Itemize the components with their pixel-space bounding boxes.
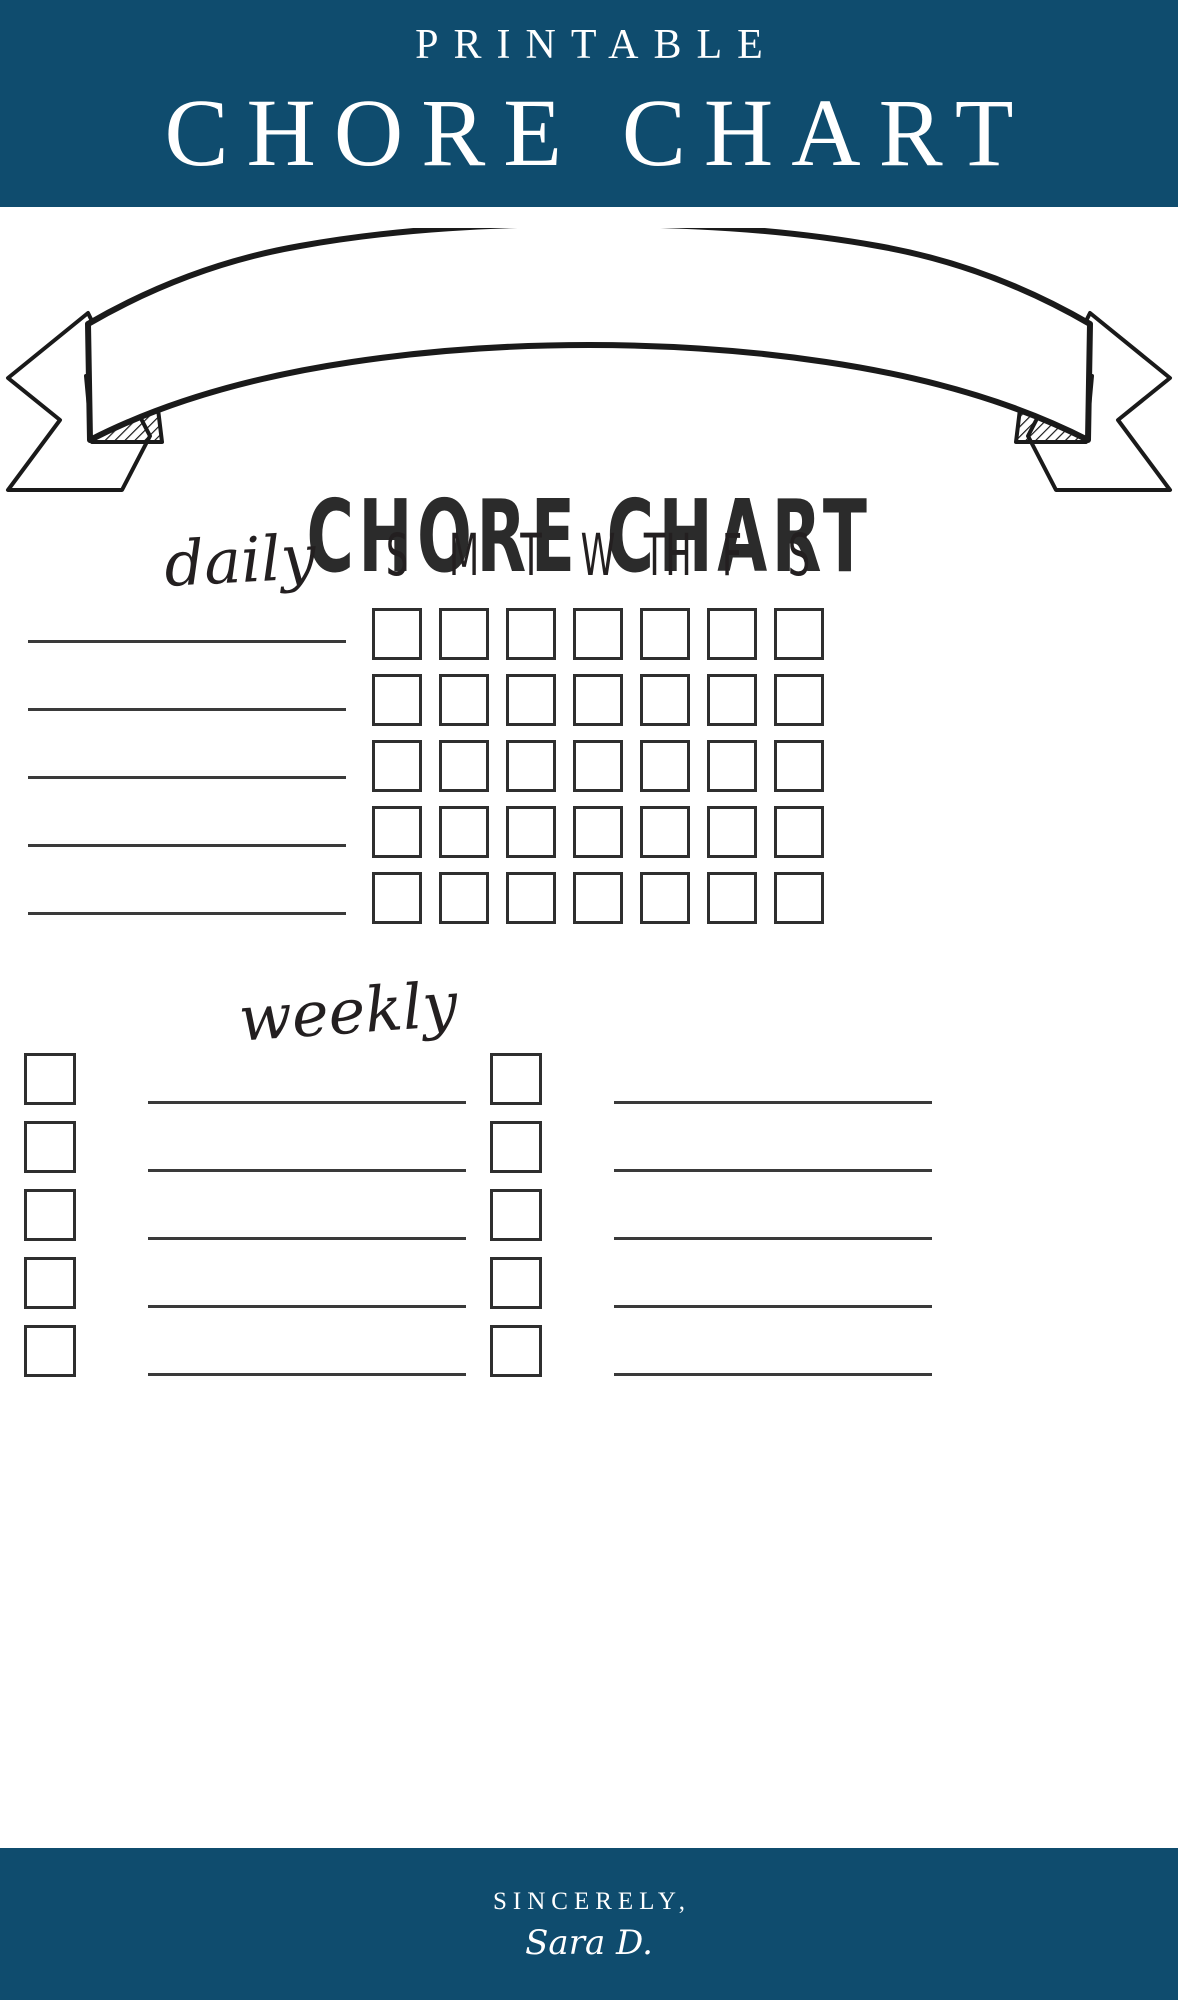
- ribbon-banner: [0, 228, 1178, 518]
- weekly-row: [24, 1257, 584, 1319]
- daily-checkbox[interactable]: [774, 806, 824, 858]
- weekly-checkbox[interactable]: [490, 1121, 542, 1173]
- weekly-row: [490, 1257, 1050, 1319]
- weekly-line[interactable]: [148, 1237, 466, 1240]
- daily-line[interactable]: [28, 844, 346, 847]
- weekly-row: [490, 1053, 1050, 1115]
- weekly-checkbox[interactable]: [24, 1325, 76, 1377]
- weekly-checkbox[interactable]: [490, 1325, 542, 1377]
- weekly-line[interactable]: [148, 1373, 466, 1376]
- daily-checkbox[interactable]: [573, 674, 623, 726]
- weekly-column-right: [490, 1053, 1050, 1383]
- daily-checkbox[interactable]: [439, 608, 489, 660]
- daily-checkbox[interactable]: [372, 806, 422, 858]
- weekly-row: [24, 1325, 584, 1387]
- daily-checkbox[interactable]: [774, 608, 824, 660]
- weekly-column-left: [24, 1053, 584, 1383]
- daily-write-lines: [28, 640, 346, 950]
- header-kicker: PRINTABLE: [415, 22, 778, 69]
- weekly-line[interactable]: [614, 1237, 932, 1240]
- daily-checkbox[interactable]: [707, 740, 757, 792]
- daily-checkbox[interactable]: [707, 806, 757, 858]
- daily-section-label: daily: [162, 520, 318, 601]
- daily-checkbox[interactable]: [372, 608, 422, 660]
- footer-band: SINCERELY, Sara D.: [0, 1848, 1178, 2000]
- daily-checkbox[interactable]: [640, 674, 690, 726]
- footer-signature: Sara D.: [525, 1922, 653, 1963]
- ribbon-main-band: [85, 228, 1093, 443]
- daily-line[interactable]: [28, 708, 346, 711]
- weekly-row: [24, 1121, 584, 1183]
- weekly-section-label: weekly: [236, 967, 460, 1056]
- weekly-line[interactable]: [614, 1373, 932, 1376]
- weekly-checkbox[interactable]: [24, 1257, 76, 1309]
- day-header-monday: M: [448, 521, 480, 589]
- daily-checkbox[interactable]: [640, 608, 690, 660]
- weekly-row: [24, 1189, 584, 1251]
- weekly-checkbox[interactable]: [490, 1257, 542, 1309]
- day-header-thursday: TH: [643, 521, 692, 589]
- weekly-line[interactable]: [614, 1305, 932, 1308]
- daily-checkbox[interactable]: [506, 608, 556, 660]
- daily-checkbox[interactable]: [506, 674, 556, 726]
- daily-checkbox[interactable]: [640, 872, 690, 924]
- daily-checkbox[interactable]: [573, 872, 623, 924]
- day-header-tuesday: T: [520, 521, 542, 589]
- daily-checkbox[interactable]: [774, 674, 824, 726]
- daily-checkbox[interactable]: [774, 740, 824, 792]
- daily-checkbox[interactable]: [640, 806, 690, 858]
- weekly-checkbox[interactable]: [24, 1189, 76, 1241]
- day-header-friday: F: [721, 521, 743, 589]
- day-header-sunday: S: [385, 521, 409, 589]
- daily-line[interactable]: [28, 640, 346, 643]
- daily-checkbox[interactable]: [707, 674, 757, 726]
- weekly-line[interactable]: [148, 1169, 466, 1172]
- daily-checkbox-grid: [372, 608, 824, 924]
- daily-checkbox[interactable]: [439, 806, 489, 858]
- day-header-wednesday: W: [580, 521, 616, 589]
- header-band: PRINTABLE CHORE CHART: [0, 0, 1178, 207]
- daily-checkbox[interactable]: [372, 674, 422, 726]
- ribbon-banner-svg: [6, 228, 1172, 492]
- daily-checkbox[interactable]: [372, 872, 422, 924]
- daily-checkbox[interactable]: [707, 608, 757, 660]
- weekly-row: [24, 1053, 584, 1115]
- weekly-checkbox[interactable]: [24, 1121, 76, 1173]
- daily-checkbox[interactable]: [439, 740, 489, 792]
- footer-kicker: SINCERELY,: [492, 1887, 692, 1915]
- daily-checkbox[interactable]: [372, 740, 422, 792]
- daily-checkbox[interactable]: [506, 740, 556, 792]
- weekly-row: [490, 1325, 1050, 1387]
- day-header-row: S M T W TH F S: [372, 526, 824, 584]
- daily-checkbox[interactable]: [439, 674, 489, 726]
- daily-checkbox[interactable]: [573, 740, 623, 792]
- daily-checkbox[interactable]: [506, 872, 556, 924]
- daily-checkbox[interactable]: [573, 806, 623, 858]
- daily-line[interactable]: [28, 776, 346, 779]
- daily-checkbox[interactable]: [439, 872, 489, 924]
- weekly-checkbox[interactable]: [490, 1189, 542, 1241]
- weekly-line[interactable]: [148, 1101, 466, 1104]
- daily-checkbox[interactable]: [573, 608, 623, 660]
- weekly-line[interactable]: [148, 1305, 466, 1308]
- daily-checkbox[interactable]: [707, 872, 757, 924]
- weekly-line[interactable]: [614, 1169, 932, 1172]
- day-header-saturday: S: [787, 521, 811, 589]
- weekly-row: [490, 1189, 1050, 1251]
- weekly-line[interactable]: [614, 1101, 932, 1104]
- daily-checkbox[interactable]: [640, 740, 690, 792]
- weekly-checkbox[interactable]: [490, 1053, 542, 1105]
- banner-title-text: CHORE CHART: [306, 480, 872, 596]
- daily-checkbox[interactable]: [506, 806, 556, 858]
- header-title: CHORE CHART: [164, 79, 1032, 187]
- weekly-row: [490, 1121, 1050, 1183]
- daily-checkbox[interactable]: [774, 872, 824, 924]
- daily-line[interactable]: [28, 912, 346, 915]
- weekly-checkbox[interactable]: [24, 1053, 76, 1105]
